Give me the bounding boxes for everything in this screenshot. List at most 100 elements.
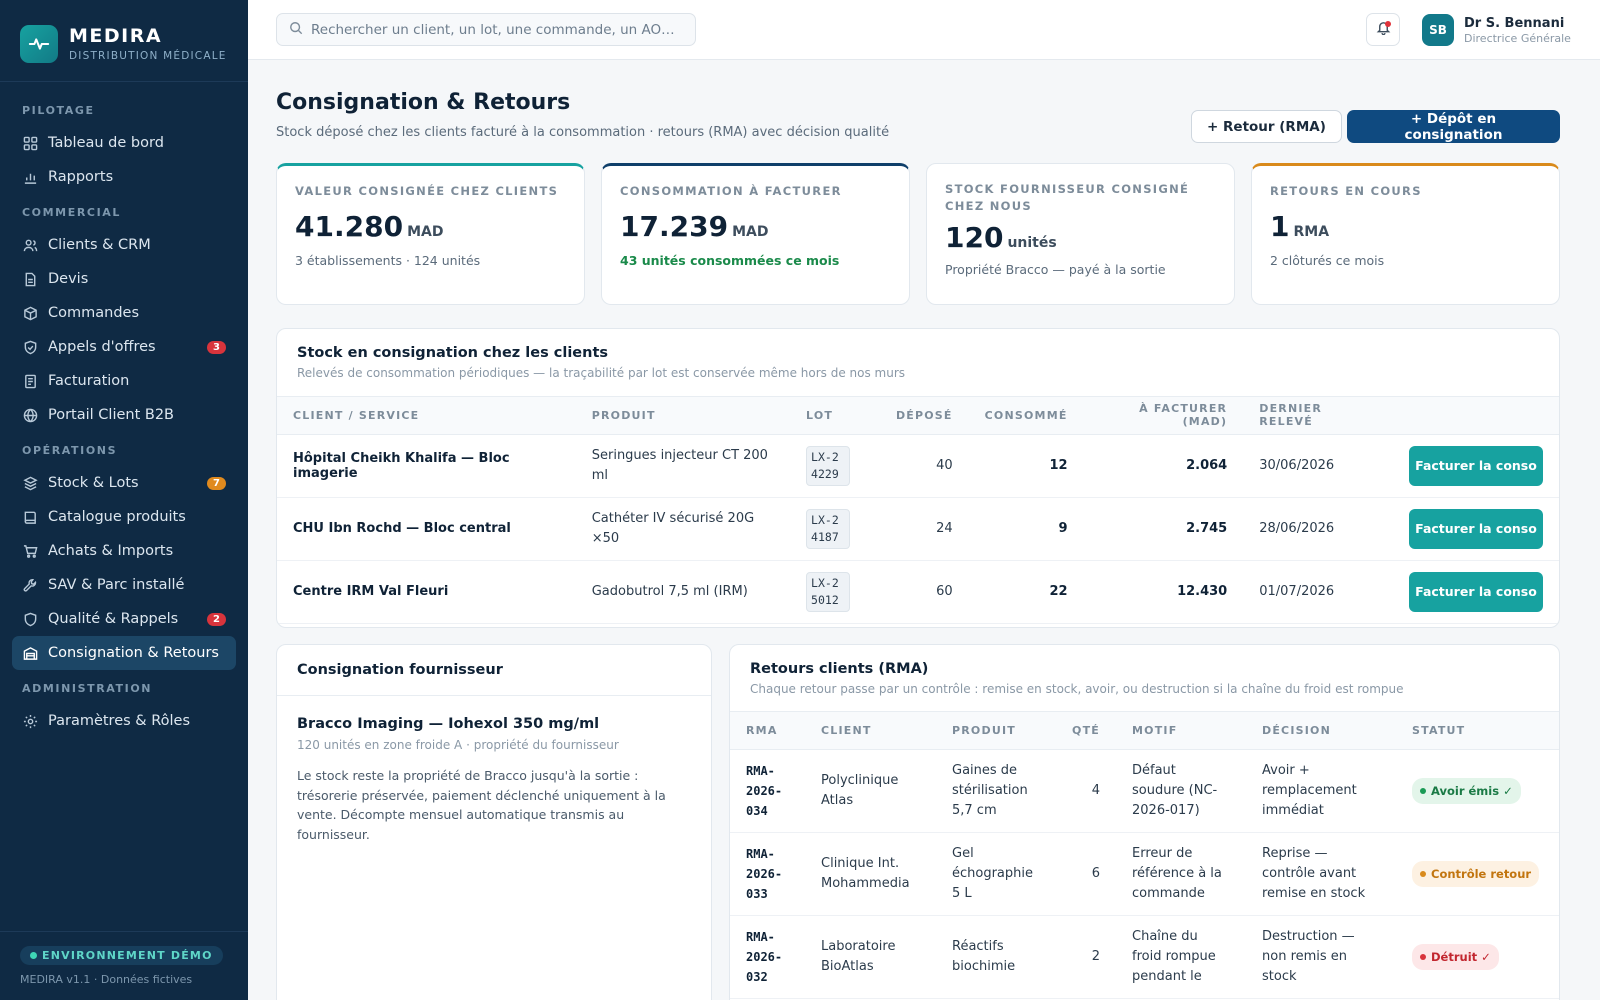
cell-deposited: 24: [879, 497, 969, 561]
card-title: Stock en consignation chez les clients: [297, 345, 609, 361]
invoice-consumption-button[interactable]: Facturer la conso: [1409, 508, 1543, 549]
environment-label: ENVIRONNEMENT DÉMO: [42, 949, 213, 962]
sidebar-item-catalogue[interactable]: Catalogue produits: [12, 500, 236, 534]
sidebar-item-clients-crm[interactable]: Clients & CRM: [12, 228, 236, 262]
kpi-subtext: 3 établissements · 124 unités: [295, 253, 481, 268]
cell-rma-id[interactable]: RMA-2026-033: [730, 832, 805, 916]
sidebar-item-label: Achats & Imports: [48, 543, 174, 559]
kpi-card-consumption: CONSOMMATION À FACTURER 17.239 MAD 43 uni…: [601, 163, 910, 305]
supplier-item-meta: 120 unités en zone froide A · propriété …: [297, 738, 619, 752]
user-menu[interactable]: SB Dr S. Bennani Directrice Générale: [1422, 14, 1571, 46]
rma-card: Retours clients (RMA) Chaque retour pass…: [729, 644, 1560, 1000]
nav-section-commercial: COMMERCIAL: [22, 206, 121, 219]
supplier-description: Le stock reste la propriété de Bracco ju…: [297, 768, 666, 842]
sidebar-item-label: Catalogue produits: [48, 509, 186, 525]
warehouse-icon: [22, 645, 38, 661]
user-name: Dr S. Bennani: [1464, 15, 1565, 31]
table-row: RMA-2026-034 Polyclinique Atlas Gaines d…: [730, 749, 1559, 833]
sidebar-item-devis[interactable]: Devis: [12, 262, 236, 296]
count-badge: 2: [207, 612, 226, 626]
invoice-consumption-button[interactable]: Facturer la conso: [1409, 571, 1543, 612]
wrench-icon: [22, 577, 38, 593]
cell-qty: 2: [1056, 915, 1116, 999]
page-subtitle: Stock déposé chez les clients facturé à …: [276, 125, 890, 140]
cell-date: 30/06/2026: [1243, 434, 1393, 498]
status-badge: Avoir émis ✓: [1412, 777, 1521, 804]
bar-chart-icon: [22, 169, 38, 185]
kpi-label: VALEUR CONSIGNÉE CHEZ CLIENTS: [295, 184, 559, 198]
count-badge: 3: [207, 340, 226, 354]
cell-client: Hôpital Cheikh Khalifa — Bloc imagerie: [277, 434, 576, 498]
col-actions: [1393, 397, 1559, 435]
cell-client: Polyclinique Atlas: [805, 749, 936, 833]
cell-decision: Avoir + remplacement immédiat: [1246, 749, 1396, 833]
card-title: Consignation fournisseur: [297, 662, 503, 678]
box-icon: [22, 305, 38, 321]
search-box[interactable]: [276, 13, 696, 46]
lot-chip[interactable]: LX-24229: [806, 445, 851, 486]
lot-chip[interactable]: LX-25012: [806, 571, 851, 612]
nav-section-pilotage: PILOTAGE: [22, 104, 95, 117]
kpi-card-consigned-value: VALEUR CONSIGNÉE CHEZ CLIENTS 41.280 MAD …: [276, 163, 585, 305]
col-client: CLIENT: [805, 712, 936, 750]
sidebar-item-portail-b2b[interactable]: Portail Client B2B: [12, 398, 236, 432]
cell-product: Gadobutrol 7,5 ml (IRM): [575, 560, 791, 624]
sidebar-item-facturation[interactable]: Facturation: [12, 364, 236, 398]
cell-qty: 6: [1056, 832, 1116, 916]
cell-product: Cathéter IV sécurisé 20G ×50: [575, 497, 791, 561]
status-badge: Détruit ✓: [1412, 943, 1499, 970]
col-product: PRODUIT: [575, 397, 791, 435]
col-last-reading: DERNIER RELEVÉ: [1243, 397, 1393, 435]
table-row: Centre IRM Val Fleuri Gadobutrol 7,5 ml …: [277, 560, 1559, 624]
sidebar-item-achats-imports[interactable]: Achats & Imports: [12, 534, 236, 568]
sidebar-item-qualite-rappels[interactable]: Qualité & Rappels 2: [12, 602, 236, 636]
kpi-value: 17.239 MAD: [620, 210, 769, 243]
sidebar-item-label: Consignation & Retours: [48, 645, 219, 661]
book-icon: [22, 509, 38, 525]
col-reason: MOTIF: [1116, 712, 1246, 750]
shield-icon: [22, 611, 38, 627]
kpi-unit: RMA: [1293, 224, 1330, 240]
sidebar-item-appels-offres[interactable]: Appels d'offres 3: [12, 330, 236, 364]
new-deposit-button[interactable]: + Dépôt en consignation: [1347, 110, 1560, 143]
sidebar-item-rapports[interactable]: Rapports: [12, 160, 236, 194]
sidebar-item-label: Appels d'offres: [48, 339, 156, 355]
notifications-button[interactable]: [1366, 13, 1400, 46]
kpi-card-supplier-stock: STOCK FOURNISSEUR CONSIGNÉ CHEZ NOUS 120…: [926, 163, 1235, 305]
status-dot-icon: [30, 952, 37, 959]
sidebar-item-tableau-de-bord[interactable]: Tableau de bord: [12, 126, 236, 160]
sidebar-item-label: Qualité & Rappels: [48, 611, 179, 627]
lot-chip[interactable]: LX-24187: [806, 508, 851, 549]
col-status: STATUT: [1396, 712, 1559, 750]
shield-check-icon: [22, 339, 38, 355]
nav-section-operations: OPÉRATIONS: [22, 444, 118, 457]
sidebar: MEDIRA DISTRIBUTION MÉDICALE PILOTAGE Ta…: [0, 0, 248, 1000]
cell-rma-id[interactable]: RMA-2026-034: [730, 749, 805, 833]
kpi-unit: unités: [1007, 235, 1057, 251]
cell-rma-id[interactable]: RMA-2026-032: [730, 915, 805, 999]
cell-date: 01/07/2026: [1243, 560, 1393, 624]
new-return-button[interactable]: + Retour (RMA): [1191, 110, 1342, 143]
kpi-subtext: 2 clôturés ce mois: [1270, 253, 1385, 268]
layers-icon: [22, 475, 38, 491]
kpi-unit: MAD: [732, 224, 769, 240]
sidebar-item-label: Stock & Lots: [48, 475, 139, 491]
col-qty: QTÉ: [1056, 712, 1116, 750]
cell-reason: Erreur de référence à la commande: [1116, 832, 1246, 916]
sidebar-item-sav[interactable]: SAV & Parc installé: [12, 568, 236, 602]
sidebar-item-label: Rapports: [48, 169, 114, 185]
search-input[interactable]: [311, 21, 681, 38]
col-rma: RMA: [730, 712, 805, 750]
sidebar-nav: PILOTAGE Tableau de bord Rapports COMMER…: [0, 82, 248, 738]
sidebar-item-label: Commandes: [48, 305, 140, 321]
sidebar-item-commandes[interactable]: Commandes: [12, 296, 236, 330]
sidebar-item-stock-lots[interactable]: Stock & Lots 7: [12, 466, 236, 500]
col-deposited: DÉPOSÉ: [879, 397, 969, 435]
avatar: SB: [1422, 14, 1454, 46]
brand[interactable]: MEDIRA DISTRIBUTION MÉDICALE: [0, 0, 248, 82]
sidebar-item-consignation-retours[interactable]: Consignation & Retours: [12, 636, 236, 670]
invoice-consumption-button[interactable]: Facturer la conso: [1409, 445, 1543, 486]
sidebar-item-parametres[interactable]: Paramètres & Rôles: [12, 704, 236, 738]
cell-deposited: 60: [879, 560, 969, 624]
cell-amount: 12.430: [1083, 560, 1244, 624]
